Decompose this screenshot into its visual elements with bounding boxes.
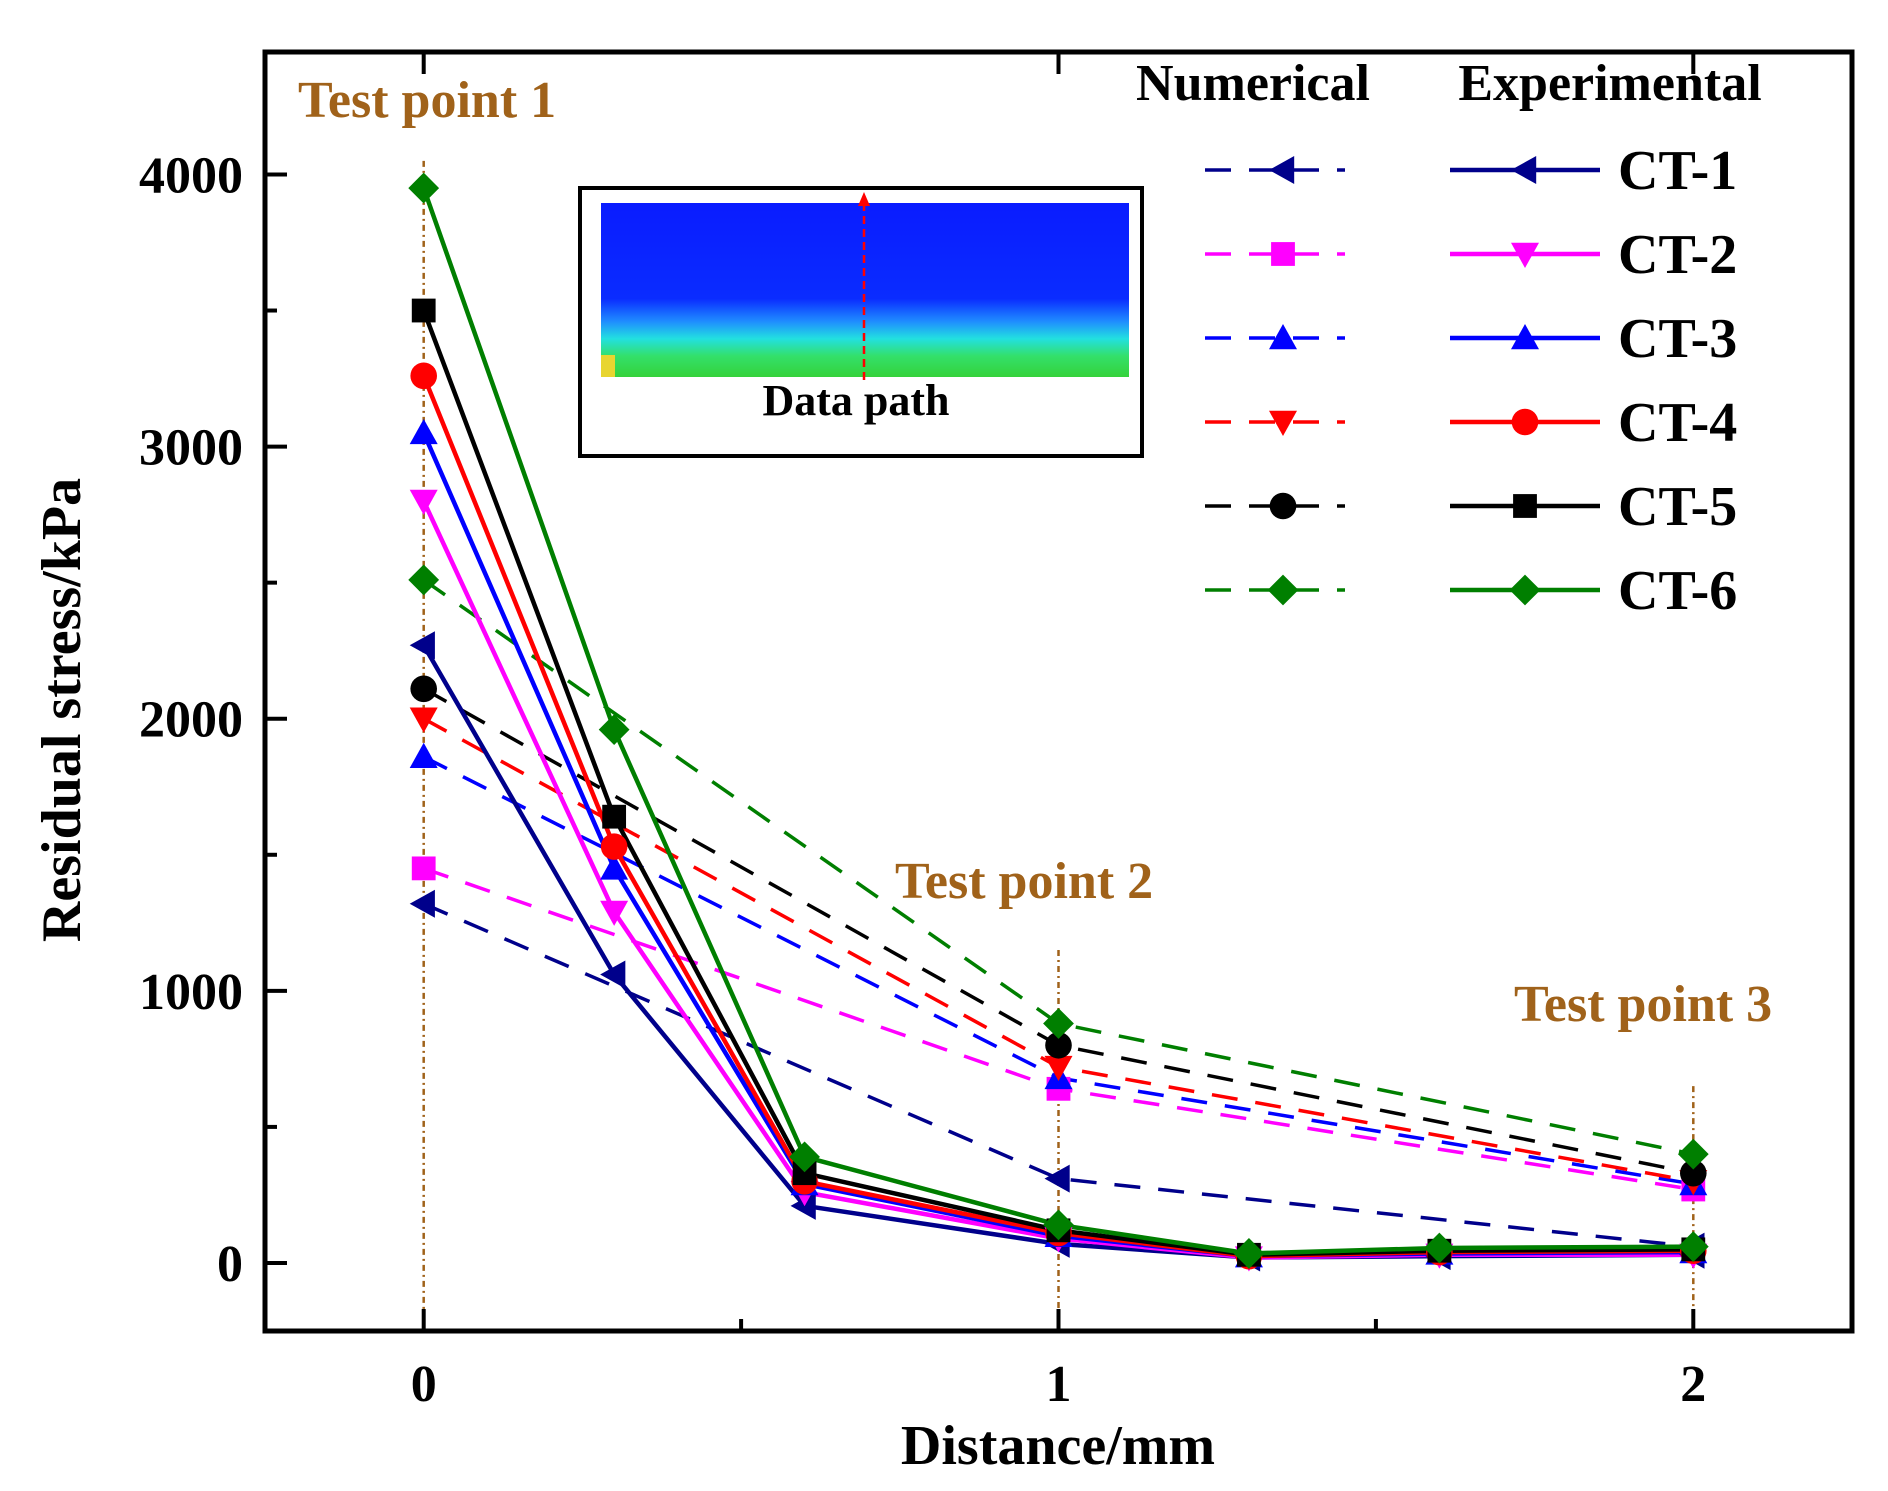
y-axis-title: Residual stress/kPa <box>31 478 93 942</box>
experimental-data-point <box>600 833 628 860</box>
numerical-data-point <box>410 675 438 703</box>
legend-label: CT-6 <box>1618 560 1737 622</box>
annotation-test-point-1: Test point 1 <box>298 72 556 129</box>
legend-label: CT-1 <box>1618 140 1737 202</box>
data-path-inset: Data path <box>578 186 1144 458</box>
y-tick-label: 3000 <box>139 420 243 477</box>
annotation-test-point-2: Test point 2 <box>895 853 1153 910</box>
numerical-data-point <box>409 889 435 918</box>
numerical-data-point <box>411 856 436 881</box>
y-tick-label: 2000 <box>139 692 243 749</box>
legend-numerical-marker <box>1269 156 1295 184</box>
numerical-data-point <box>1044 1164 1070 1193</box>
data-path-arrowhead <box>858 192 870 206</box>
numerical-data-point <box>409 742 438 769</box>
experimental-data-point <box>1233 1238 1265 1269</box>
legend-experimental-marker <box>1511 408 1539 436</box>
legend-header-numerical: Numerical <box>1136 55 1370 112</box>
legend-experimental-marker <box>1513 494 1537 518</box>
numerical-data-point <box>408 564 440 596</box>
numerical-data-point <box>1044 1055 1073 1082</box>
plot-area <box>408 160 1709 1331</box>
experimental-data-point <box>1043 1209 1074 1241</box>
x-tick-label: 2 <box>1680 1356 1706 1413</box>
numerical-data-point <box>1680 1159 1707 1187</box>
experimental-data-point <box>411 298 436 323</box>
legend-numerical-marker <box>1267 574 1299 606</box>
legend-numerical-marker <box>1269 410 1297 436</box>
experimental-data-point <box>789 1141 820 1173</box>
experimental-data-point <box>792 1161 817 1186</box>
experimental-data-point <box>1423 1232 1455 1264</box>
annotation-test-point-3: Test point 3 <box>1514 976 1772 1033</box>
experimental-data-point <box>598 714 630 745</box>
x-tick-label: 1 <box>1046 1356 1072 1413</box>
inset-hot-spot-left <box>601 355 615 377</box>
experimental-data-point <box>602 804 627 829</box>
numerical-series-line <box>423 902 1694 1249</box>
inset-label: Data path <box>762 376 949 425</box>
legend-label: CT-5 <box>1618 476 1737 538</box>
legend-label: CT-3 <box>1618 308 1737 370</box>
legend: Numerical Experimental CT-1 CT-2 CT-3 CT-4 C… <box>1136 55 1762 622</box>
y-tick-label: 0 <box>217 1236 243 1293</box>
numerical-data-point <box>1045 1031 1072 1059</box>
experimental-data-point <box>408 172 440 204</box>
experimental-data-point <box>1677 1231 1709 1263</box>
experimental-data-point <box>409 418 438 445</box>
numerical-data-point <box>1043 1008 1074 1039</box>
numerical-series-line <box>422 578 1694 1156</box>
y-tick-label: 1000 <box>139 964 243 1021</box>
experimental-data-point <box>790 1191 816 1220</box>
experimental-data-point <box>409 631 435 660</box>
experimental-data-point <box>600 960 626 989</box>
experimental-data-point <box>410 362 438 390</box>
x-tick-label: 0 <box>411 1356 437 1413</box>
legend-numerical-marker <box>1269 324 1297 350</box>
legend-numerical-marker <box>1271 242 1295 266</box>
numerical-data-point <box>1677 1138 1709 1170</box>
legend-numerical-marker <box>1269 492 1297 520</box>
experimental-data-point <box>600 900 629 926</box>
y-tick-label: 4000 <box>139 147 243 204</box>
legend-experimental-marker <box>1511 242 1539 268</box>
axes: 0 1 2 0 1000 2000 3000 4000 <box>139 52 1706 1413</box>
legend-label: CT-2 <box>1618 224 1737 286</box>
legend-experimental-marker <box>1511 324 1539 350</box>
legend-label: CT-4 <box>1618 392 1737 454</box>
legend-experimental-marker <box>1511 156 1537 184</box>
experimental-data-point <box>409 489 438 516</box>
legend-experimental-marker <box>1509 574 1541 606</box>
experimental-data-point <box>600 854 629 880</box>
legend-header-experimental: Experimental <box>1458 55 1761 112</box>
x-axis-title: Distance/mm <box>901 1415 1215 1477</box>
numerical-data-point <box>409 707 438 733</box>
